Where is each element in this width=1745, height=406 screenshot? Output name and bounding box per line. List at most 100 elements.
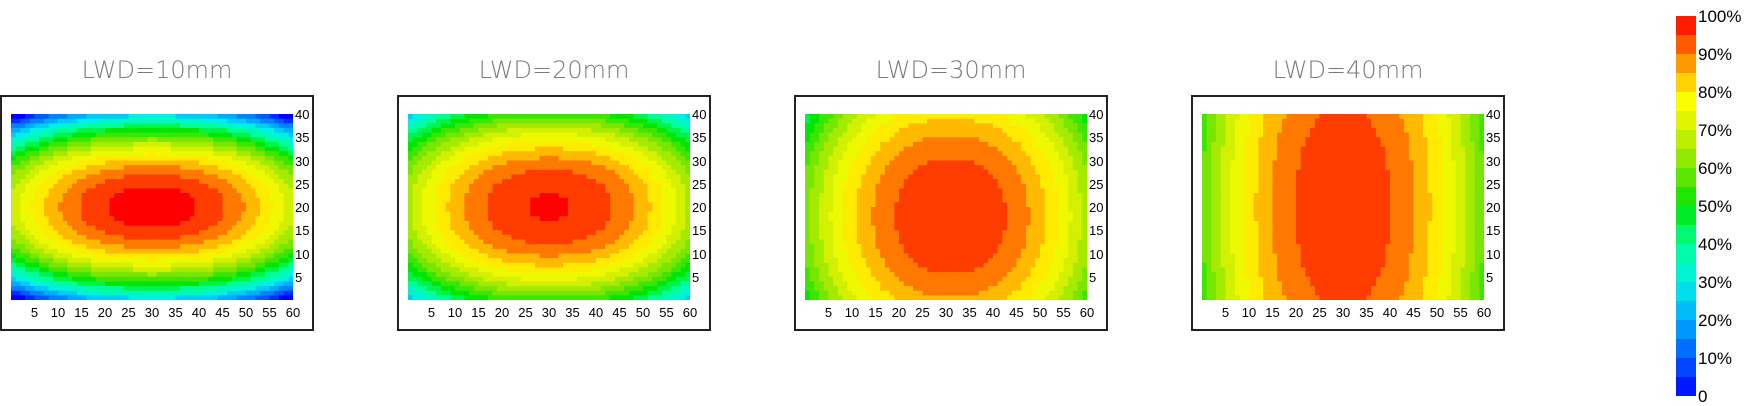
heatmap-cell — [95, 281, 101, 287]
heatmap-cell — [525, 165, 531, 171]
heatmap-cell — [440, 188, 447, 194]
heatmap-cell — [180, 179, 186, 185]
heatmap-cell — [203, 165, 209, 171]
heatmap-cell — [34, 272, 40, 278]
heatmap-cell — [647, 262, 653, 269]
heatmap-cell — [586, 234, 592, 241]
heatmap-cell — [170, 193, 177, 199]
heatmap-cell — [213, 146, 219, 152]
heatmap-cell — [123, 193, 130, 199]
heatmap-cell — [539, 216, 545, 222]
heatmap-cell — [95, 216, 101, 222]
heatmap-cell — [184, 118, 191, 124]
heatmap-cell — [450, 225, 456, 231]
heatmap-cell — [213, 220, 219, 227]
heatmap-cell — [274, 258, 280, 264]
heatmap-cell — [72, 216, 78, 222]
heatmap-cell — [34, 174, 40, 180]
heatmap-cell — [81, 290, 87, 296]
heatmap-cell — [628, 211, 635, 217]
heatmap-cell — [685, 248, 690, 255]
heatmap-cell — [222, 244, 228, 250]
heatmap-cell — [440, 169, 447, 176]
heatmap-cell — [58, 267, 64, 273]
heatmap-cell — [643, 118, 649, 124]
heatmap-cell — [100, 123, 106, 129]
heatmap-cell — [619, 114, 625, 120]
heatmap-cell — [675, 165, 682, 171]
heatmap-cell — [492, 286, 498, 292]
heatmap-cell — [123, 239, 130, 245]
heatmap-cell — [497, 146, 503, 152]
heatmap-cell — [422, 141, 428, 148]
heatmap-cell — [255, 253, 261, 259]
heatmap-cell — [76, 286, 83, 292]
heatmap-cell — [440, 114, 447, 120]
heatmap-cell — [591, 220, 597, 227]
heatmap-cell — [278, 183, 285, 189]
heatmap-cell — [236, 272, 242, 278]
heatmap-cell — [246, 174, 252, 180]
heatmap-cell — [553, 281, 559, 287]
heatmap-cell — [572, 123, 578, 129]
heatmap-cell — [109, 146, 115, 152]
heatmap-cell — [572, 193, 578, 199]
heatmap-cell — [217, 132, 224, 138]
heatmap-cell — [549, 114, 555, 120]
heatmap-cell — [652, 248, 658, 255]
heatmap-cell — [445, 276, 451, 282]
heatmap-cell — [633, 151, 639, 157]
heatmap-cell — [633, 141, 639, 148]
heatmap-cell — [119, 151, 125, 157]
heatmap-cell — [478, 197, 484, 203]
heatmap-cell — [633, 114, 639, 120]
heatmap-cell — [114, 258, 120, 264]
heatmap-cell — [25, 202, 31, 208]
heatmap-cell — [137, 155, 144, 162]
heatmap-cell — [417, 114, 423, 120]
heatmap-cell — [288, 234, 293, 241]
heatmap-cell — [539, 276, 545, 282]
heatmap-cell — [657, 202, 663, 208]
heatmap-cell — [67, 151, 73, 157]
heatmap-cell — [431, 118, 437, 124]
heatmap-cell — [553, 244, 559, 250]
heatmap-cell — [72, 272, 78, 278]
heatmap-cell — [278, 239, 285, 245]
heatmap-cell — [152, 207, 158, 213]
heatmap-cell — [483, 281, 489, 287]
heatmap-cell — [492, 197, 498, 203]
heatmap-cell — [671, 114, 677, 120]
heatmap-cell — [29, 179, 36, 185]
heatmap-cell — [283, 179, 289, 185]
heatmap-cell — [119, 230, 125, 236]
heatmap-cell — [680, 207, 686, 213]
x-tick-label: 55 — [659, 305, 674, 320]
heatmap-cell — [657, 281, 663, 287]
heatmap-cell — [805, 114, 811, 120]
heatmap-cell — [269, 262, 275, 269]
heatmap-cell — [520, 244, 527, 250]
heatmap-cell — [62, 220, 68, 227]
heatmap-cell — [530, 211, 536, 217]
heatmap-cell — [624, 248, 630, 255]
heatmap-cell — [175, 132, 181, 138]
heatmap-cell — [671, 155, 677, 162]
heatmap-cell — [619, 141, 625, 148]
heatmap-cell — [100, 127, 106, 134]
heatmap-cell — [426, 258, 433, 264]
heatmap-cell — [539, 267, 545, 273]
heatmap-cell — [483, 230, 489, 236]
heatmap-cell — [408, 281, 414, 287]
heatmap-cell — [180, 230, 186, 236]
heatmap-cell — [231, 211, 238, 217]
heatmap-cell — [591, 132, 597, 138]
heatmap-cell — [175, 225, 181, 231]
heatmap-cell — [152, 230, 158, 236]
heatmap-cell — [657, 183, 663, 189]
heatmap-cell — [250, 127, 256, 134]
heatmap-cell — [137, 216, 144, 222]
heatmap-cell — [34, 286, 40, 292]
heatmap-cell — [147, 244, 153, 250]
heatmap-cell — [581, 258, 588, 264]
